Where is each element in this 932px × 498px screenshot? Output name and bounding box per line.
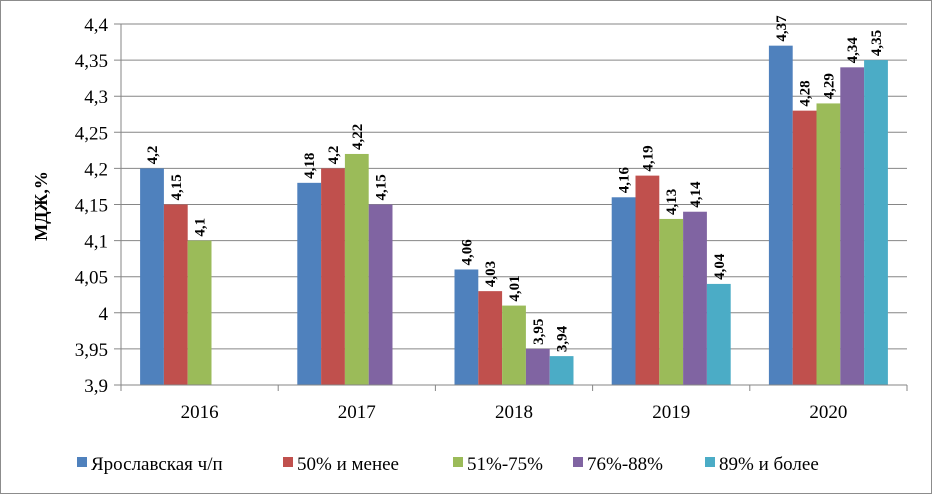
bar: [635, 175, 660, 385]
data-label: 4,06: [459, 239, 475, 266]
bar: [864, 60, 888, 385]
data-label: 4,15: [374, 174, 390, 200]
legend-label: Ярославская ч/п: [91, 454, 223, 475]
data-label: 4,28: [798, 80, 814, 106]
bar: [187, 240, 212, 385]
bar: [683, 211, 707, 385]
bar: [321, 168, 345, 385]
y-tick-label: 3,95: [75, 340, 108, 361]
data-label: 4,29: [821, 73, 837, 99]
x-category-label: 2018: [495, 402, 533, 423]
x-axis-categories: 2016 2017 2018 2019 2020: [181, 402, 848, 423]
y-tick-label: 3,9: [84, 376, 108, 397]
bar: [344, 153, 369, 385]
y-tick-label: 4,3: [84, 87, 108, 108]
legend-label: 76%-88%: [587, 454, 663, 475]
x-category-label: 2016: [181, 402, 219, 423]
legend-item: 51%-75%: [453, 454, 543, 475]
bar: [659, 218, 684, 385]
y-axis-ticks: 3,9 3,95 4 4,05 4,1 4,15 4,2 4,25 4,3 4,35 4,4: [75, 15, 109, 397]
bar: [706, 283, 731, 385]
legend-label: 51%-75%: [467, 454, 543, 475]
data-label: 4,14: [688, 181, 704, 208]
bar: [840, 67, 865, 385]
y-tick-label: 4,4: [84, 15, 108, 36]
y-tick-label: 4,25: [75, 123, 108, 144]
legend-swatch: [705, 457, 715, 467]
y-tick-label: 4,05: [75, 268, 108, 289]
legend-item: 89% и более: [705, 454, 819, 475]
bar: [549, 356, 574, 385]
bar: [140, 168, 164, 385]
data-label: 4,22: [350, 124, 366, 150]
bar: [502, 305, 526, 385]
legend-swatch: [453, 457, 463, 467]
data-label: 4,04: [712, 253, 728, 280]
bar: [454, 269, 479, 385]
data-label: 4,2: [326, 146, 342, 165]
legend-swatch: [573, 457, 583, 467]
axes: [120, 24, 908, 391]
data-label: 4,1: [193, 218, 209, 237]
data-label: 3,95: [531, 319, 547, 345]
y-tick-label: 4,1: [84, 232, 108, 253]
data-label: 4,16: [617, 167, 633, 194]
y-tick-label: 4,35: [75, 51, 108, 72]
bar: [368, 204, 393, 385]
x-category-label: 2019: [652, 402, 690, 423]
legend: Ярославская ч/п 50% и менее 51%-75% 76%-88%…: [77, 454, 819, 475]
legend-swatch: [77, 457, 87, 467]
legend-item: Ярославская ч/п: [77, 454, 223, 475]
data-label: 4,37: [774, 15, 790, 42]
legend-label: 50% и менее: [297, 454, 399, 475]
bar: [792, 110, 817, 385]
x-category-label: 2017: [338, 402, 376, 423]
legend-swatch: [283, 457, 293, 467]
y-tick-label: 4,15: [75, 196, 108, 217]
bar: [478, 291, 503, 385]
data-label: 3,94: [555, 325, 571, 352]
data-label: 4,01: [507, 275, 523, 301]
legend-item: 50% и менее: [283, 454, 399, 475]
data-label: 4,15: [169, 174, 185, 200]
x-category-label: 2020: [809, 402, 847, 423]
bar: [525, 348, 550, 385]
bar: [611, 197, 636, 385]
data-label: 4,2: [145, 146, 161, 165]
data-label: 4,35: [869, 30, 885, 56]
data-labels: 4,2 4,15 4,1 4,18 4,2 4,22 4,15 4,06 4,03 4,01 3,9…: [145, 15, 885, 352]
bars: [140, 45, 888, 386]
bar: [768, 45, 793, 385]
y-axis-label: МДЖ,%: [31, 171, 51, 241]
data-label: 4,18: [302, 153, 318, 179]
data-label: 4,03: [483, 261, 499, 287]
y-tick-label: 4: [99, 304, 109, 325]
data-label: 4,34: [845, 37, 861, 64]
bar: [297, 182, 322, 385]
legend-item: 76%-88%: [573, 454, 663, 475]
bar: [816, 103, 841, 386]
data-label: 4,19: [640, 145, 656, 171]
legend-label: 89% и более: [719, 454, 819, 475]
data-label: 4,13: [664, 189, 680, 215]
bar: [163, 204, 188, 385]
y-tick-label: 4,2: [84, 159, 108, 180]
